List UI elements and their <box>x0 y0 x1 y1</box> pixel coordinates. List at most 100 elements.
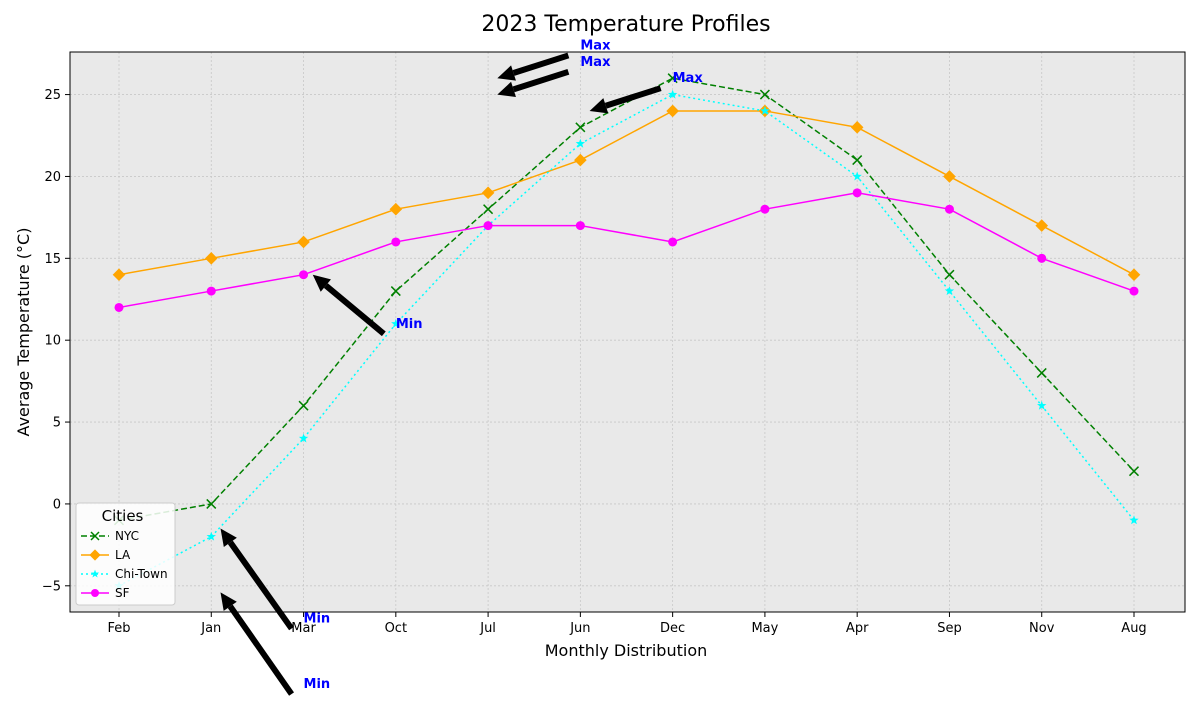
x-tick-label: Apr <box>846 621 869 636</box>
grid <box>70 52 1185 612</box>
arrow-shaft <box>604 85 662 109</box>
data-point-chi-town <box>206 531 216 541</box>
arrow-head <box>220 592 237 611</box>
data-point-nyc <box>944 269 955 280</box>
annotation-label: Min <box>396 317 423 332</box>
chart-title: 2023 Temperature Profiles <box>481 12 770 37</box>
y-tick-label: 10 <box>44 334 61 349</box>
x-tick-label: Aug <box>1121 621 1146 636</box>
data-point-nyc <box>667 73 678 84</box>
annotations: Max Max Max Min Min Min <box>220 38 704 696</box>
legend-marker-chi-town <box>90 569 100 578</box>
arrow-head <box>589 98 609 114</box>
data-point-chi-town <box>298 433 309 443</box>
data-point-nyc <box>206 498 217 509</box>
data-point-chi-town <box>944 286 955 296</box>
data-point-la <box>1035 219 1049 232</box>
legend-entry-la: LA <box>81 548 131 562</box>
data-point-la <box>1127 268 1141 281</box>
data-point-sf <box>668 237 678 247</box>
series-sf <box>114 188 1139 312</box>
data-point-nyc <box>575 122 586 133</box>
data-point-nyc <box>298 400 309 411</box>
x-tick-label: Sep <box>937 621 962 636</box>
legend-marker-nyc <box>90 531 100 541</box>
arrow-shaft <box>512 52 570 76</box>
arrow-head <box>312 274 331 292</box>
data-point-sf <box>1129 286 1139 296</box>
data-point-chi-town <box>667 89 678 99</box>
data-point-nyc <box>852 155 863 166</box>
arrow-head <box>497 81 516 98</box>
data-point-sf <box>483 221 493 231</box>
legend: Cities NYC LA Chi-Town SF <box>75 502 176 606</box>
annotation-arrow <box>497 52 570 81</box>
data-point-la <box>666 104 679 118</box>
annotation-arrow <box>220 592 295 696</box>
arrow-shaft <box>512 68 570 93</box>
series-line-la <box>118 110 1135 276</box>
y-axis-label: Average Temperature (°C) <box>14 228 33 437</box>
y-tick-label: −5 <box>42 579 61 594</box>
data-point-sf <box>206 286 216 296</box>
data-point-la <box>481 186 495 200</box>
annotation-label: Max <box>580 38 611 53</box>
data-point-sf <box>114 302 124 312</box>
data-point-la <box>850 121 864 134</box>
x-tick-label: Nov <box>1029 621 1055 636</box>
data-point-chi-town <box>1129 515 1139 525</box>
x-tick-label: Feb <box>107 621 130 636</box>
data-point-chi-town <box>852 171 862 181</box>
data-point-la <box>389 202 403 216</box>
y-tick-label: 20 <box>44 170 61 185</box>
data-point-chi-town <box>1037 400 1047 410</box>
x-tick-label: Mar <box>291 621 316 636</box>
legend-marker-la <box>89 549 101 561</box>
legend-label-la: LA <box>115 548 131 562</box>
data-point-la <box>574 153 587 167</box>
annotation-arrow <box>220 528 294 631</box>
plot-background <box>70 52 1185 612</box>
series-line-nyc <box>118 77 1135 522</box>
y-tick-label: 5 <box>53 416 61 431</box>
data-point-la <box>943 170 956 183</box>
annotation-label: Max <box>580 55 611 70</box>
data-point-chi-town <box>760 106 770 115</box>
x-tick-label: Jan <box>200 621 221 636</box>
data-point-nyc <box>759 89 770 100</box>
legend-entry-nyc: NYC <box>81 529 139 543</box>
y-tick-label: 15 <box>44 252 61 267</box>
series-line-chi-town <box>118 93 1135 587</box>
x-tick-label: Jul <box>479 621 496 636</box>
data-point-sf <box>575 221 585 231</box>
data-point-nyc <box>1036 367 1047 378</box>
annotation-arrow <box>589 85 662 114</box>
annotation-label: Max <box>673 71 704 86</box>
legend-box <box>75 502 176 606</box>
x-tick-label: Oct <box>385 621 407 636</box>
data-point-chi-town <box>391 318 401 328</box>
annotation-label: Min <box>304 612 331 627</box>
legend-label-sf: SF <box>115 586 130 600</box>
y-tick-label: 0 <box>53 497 61 512</box>
data-point-sf <box>1037 253 1047 263</box>
annotation-arrow <box>497 68 570 98</box>
plot-frame <box>69 51 1186 613</box>
data-point-la <box>297 235 310 249</box>
y-tick-label: 25 <box>44 88 61 103</box>
series-line-sf <box>118 192 1135 309</box>
x-axis-label: Monthly Distribution <box>545 641 708 660</box>
arrow-head <box>220 528 237 547</box>
data-point-sf <box>760 204 770 214</box>
arrow-head <box>497 65 516 81</box>
series-la <box>112 104 1141 281</box>
data-point-la <box>112 268 126 281</box>
legend-entry-chi-town: Chi-Town <box>81 567 168 581</box>
legend-entry-sf: SF <box>81 586 130 600</box>
data-point-sf <box>299 270 309 280</box>
arrow-shaft <box>227 604 295 696</box>
data-point-la <box>204 252 218 265</box>
series-nyc <box>113 73 1140 526</box>
